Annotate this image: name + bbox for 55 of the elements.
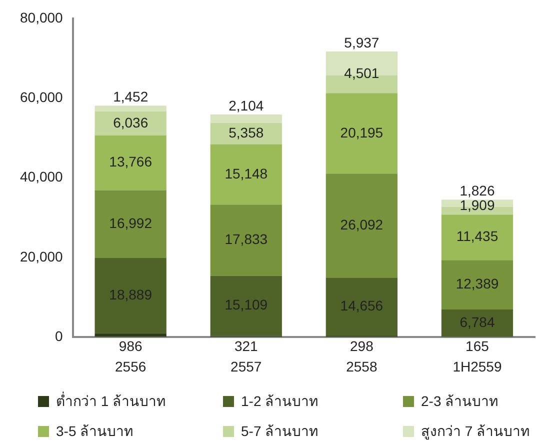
data-label: 18,889: [109, 286, 152, 302]
y-tick-label: 80,000: [20, 9, 64, 26]
bar: [210, 204, 282, 276]
bar: [94, 106, 166, 112]
bar: [441, 260, 514, 310]
data-label: 1,452: [113, 88, 148, 104]
x-tick-label: 1H2559: [452, 358, 502, 374]
bar: [441, 214, 514, 260]
data-label: 15,148: [224, 165, 268, 182]
data-label: 16,992: [109, 215, 152, 231]
x-tick-label: 2557: [230, 358, 262, 374]
data-label: 20,195: [340, 124, 384, 140]
legend-label: 2-3 ล้านบาท: [421, 392, 498, 411]
bar: [326, 174, 398, 278]
x-tick-label: 2558: [346, 358, 378, 374]
bar: [326, 93, 398, 174]
data-label: 12,389: [456, 276, 499, 292]
bar: [210, 122, 282, 144]
data-label: 4,501: [344, 65, 380, 82]
bar: [94, 111, 166, 136]
data-label: 6,784: [460, 314, 495, 330]
bar: [94, 190, 166, 258]
data-label: 13,766: [109, 154, 152, 170]
legend-label: 1-2 ล้านบาท: [241, 392, 318, 411]
data-label: 1,826: [460, 182, 495, 199]
x-tick-label: 2556: [115, 358, 146, 374]
legend-label: ต่ำกว่า 1 ล้านบาท: [56, 390, 166, 411]
data-label: 5,358: [228, 124, 264, 140]
legend-label: 5-7 ล้านบาท: [241, 422, 318, 441]
data-label: 15,109: [224, 296, 268, 313]
y-tick-label: 60,000: [20, 88, 64, 105]
data-label: 11,435: [456, 228, 498, 244]
bar: [326, 278, 398, 336]
bar: [210, 276, 282, 336]
legend-label: สูงกว่า 7 ล้านบาท: [421, 422, 530, 442]
bar: [94, 135, 166, 190]
data-label: 14,656: [340, 298, 384, 314]
data-label: 986: [118, 338, 142, 354]
data-label: 1,909: [460, 196, 495, 213]
bar: [210, 114, 282, 123]
bar: [210, 144, 282, 205]
bar: [441, 310, 514, 337]
data-label: 165: [466, 338, 490, 354]
y-tick-label: 0: [55, 328, 64, 344]
legend-label: 3-5 ล้านบาท: [56, 422, 134, 441]
data-label: 2,104: [228, 97, 264, 114]
data-label: 6,036: [113, 114, 148, 130]
bar: [94, 258, 166, 334]
data-label: 26,092: [340, 216, 384, 232]
y-tick-label: 40,000: [20, 168, 64, 185]
data-label: 5,937: [344, 34, 380, 50]
data-label: 298: [350, 338, 374, 354]
data-label: 17,833: [224, 231, 268, 248]
data-label: 321: [234, 338, 258, 354]
y-tick-label: 20,000: [20, 248, 64, 264]
